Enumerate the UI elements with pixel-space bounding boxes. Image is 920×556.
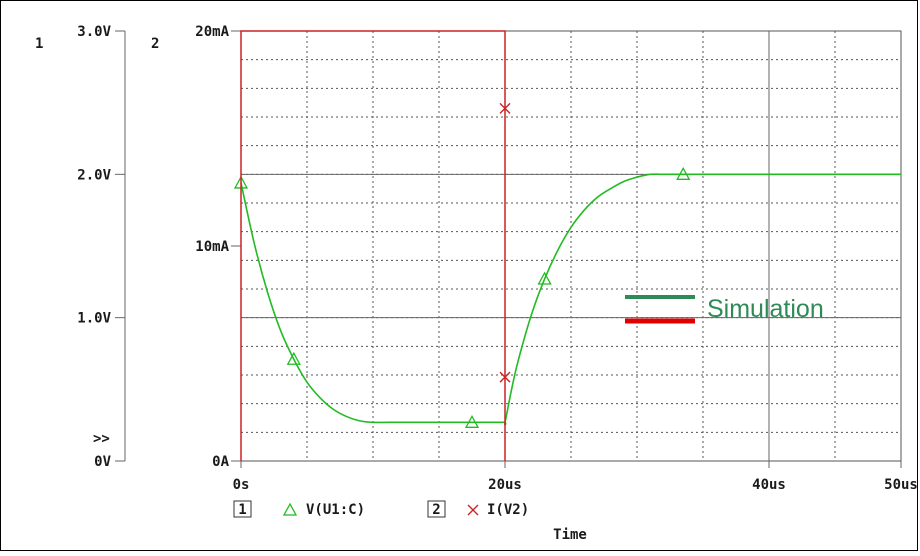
x-axis-tick-label: 40us [752,477,786,493]
y-axis-1-tick-label: 1.0V [77,311,111,327]
legend-series-name: V(U1:C) [306,502,365,518]
legend-index-box [233,500,252,518]
x-axis-tick-label: 50us [884,477,918,493]
series-1 [233,166,902,428]
series-1-marker [537,271,552,285]
y-axis-2-id: 2 [151,36,159,52]
legend-index: 1 [238,502,246,518]
legend-index-box [427,500,446,518]
y-axis-1: 1 0V 1.0V 2.0V 3.0V [35,24,126,470]
y-axis-1-tick-label: 0V [94,454,111,470]
series-1-marker [464,414,480,428]
grid [241,31,901,461]
series-2 [240,30,511,461]
series-1-marker [286,351,301,365]
y-axis-2-tick-label: 20mA [195,24,229,40]
series-1-marker [676,166,691,180]
overflow-marker: >> [93,431,110,447]
y-axis-2-tick-label: 0A [212,454,229,470]
y-axis-1-id: 1 [35,36,43,52]
legend-index: 2 [432,502,440,518]
legend-marker-x-icon [467,504,479,516]
series-layer [233,30,902,461]
annotation-label: Simulation [707,295,824,323]
annotation-legend: Simulation [625,295,824,324]
series-2-line [240,30,506,461]
x-axis-label: Time [553,527,587,543]
x-axis-tick-label: 20us [488,477,522,493]
x-axis-tick-label: 0s [233,477,250,493]
x-axis: 0s 20us 40us 50us [233,461,918,493]
series-1-line [240,173,902,426]
series-2-marker [499,102,511,114]
series-2-marker [499,371,511,383]
legend-series-name: I(V2) [487,502,529,518]
y-axis-1-tick-label: 3.0V [77,24,111,40]
legend-marker-triangle-icon [282,502,298,516]
legend: 1 V(U1:C) 2 I(V2) [233,500,529,518]
y-axis-2: 2 0A 10mA 20mA [151,24,241,470]
y-axis-1-tick-label: 2.0V [77,167,111,183]
y-axis-2-tick-label: 10mA [195,239,229,255]
